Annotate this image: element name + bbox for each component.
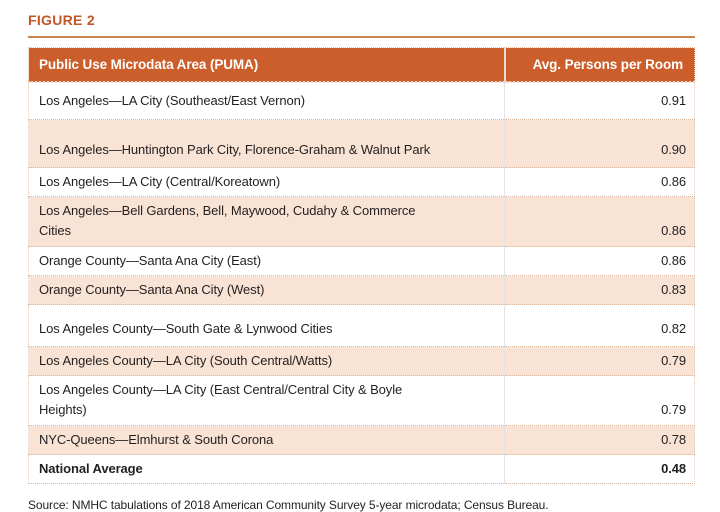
avg-persons-per-room-cell: 0.79 [504, 375, 695, 426]
avg-persons-per-room-cell: 0.82 [504, 304, 695, 347]
column-header-avg-persons-per-room: Avg. Persons per Room [503, 47, 695, 83]
puma-area-cell: Los Angeles County—LA City (South Centra… [27, 346, 505, 376]
avg-persons-per-room-cell: 0.86 [504, 196, 695, 247]
puma-area-cell: Los Angeles—LA City (Central/Koreatown) [27, 167, 505, 197]
figure-label: FIGURE 2 [28, 12, 95, 28]
puma-area-cell: NYC-Queens—Elmhurst & South Corona [27, 425, 505, 455]
avg-persons-per-room-cell: 0.86 [504, 167, 695, 197]
puma-area-cell: Orange County—Santa Ana City (West) [27, 275, 505, 305]
table-row: Los Angeles—Bell Gardens, Bell, Maywood,… [27, 196, 695, 247]
puma-area-cell: Los Angeles County—South Gate & Lynwood … [27, 304, 505, 347]
table-row: Orange County—Santa Ana City (West) 0.83 [27, 275, 695, 305]
avg-persons-per-room-cell: 0.91 [504, 82, 695, 120]
puma-area-cell: Los Angeles—Bell Gardens, Bell, Maywood,… [27, 196, 505, 247]
table-row: Los Angeles County—South Gate & Lynwood … [27, 304, 695, 347]
puma-table: Public Use Microdata Area (PUMA) Avg. Pe… [27, 47, 695, 484]
avg-persons-per-room-cell: 0.86 [504, 246, 695, 276]
title-rule [28, 36, 695, 38]
table-row: National Average 0.48 [27, 454, 695, 484]
puma-area-cell: Los Angeles—Huntington Park City, Floren… [27, 119, 505, 168]
avg-persons-per-room-cell: 0.78 [504, 425, 695, 455]
avg-persons-per-room-cell: 0.83 [504, 275, 695, 305]
table-body: Los Angeles—LA City (Southeast/East Vern… [27, 82, 695, 484]
table-row: Los Angeles—LA City (Southeast/East Vern… [27, 82, 695, 120]
table-row: Los Angeles County—LA City (East Central… [27, 375, 695, 426]
avg-persons-per-room-cell: 0.90 [504, 119, 695, 168]
table-header-row: Public Use Microdata Area (PUMA) Avg. Pe… [27, 47, 695, 83]
table-row: Orange County—Santa Ana City (East) 0.86 [27, 246, 695, 276]
puma-area-cell: National Average [27, 454, 505, 484]
avg-persons-per-room-cell: 0.79 [504, 346, 695, 376]
puma-area-cell: Los Angeles—LA City (Southeast/East Vern… [27, 82, 505, 120]
puma-area-cell: Orange County—Santa Ana City (East) [27, 246, 505, 276]
puma-area-cell: Los Angeles County—LA City (East Central… [27, 375, 505, 426]
column-header-puma: Public Use Microdata Area (PUMA) [27, 47, 506, 83]
table-row: Los Angeles County—LA City (South Centra… [27, 346, 695, 376]
table-row: Los Angeles—Huntington Park City, Floren… [27, 119, 695, 168]
table-row: NYC-Queens—Elmhurst & South Corona 0.78 [27, 425, 695, 455]
source-note: Source: NMHC tabulations of 2018 America… [28, 498, 549, 512]
table-row: Los Angeles—LA City (Central/Koreatown) 0… [27, 167, 695, 197]
avg-persons-per-room-cell: 0.48 [504, 454, 695, 484]
